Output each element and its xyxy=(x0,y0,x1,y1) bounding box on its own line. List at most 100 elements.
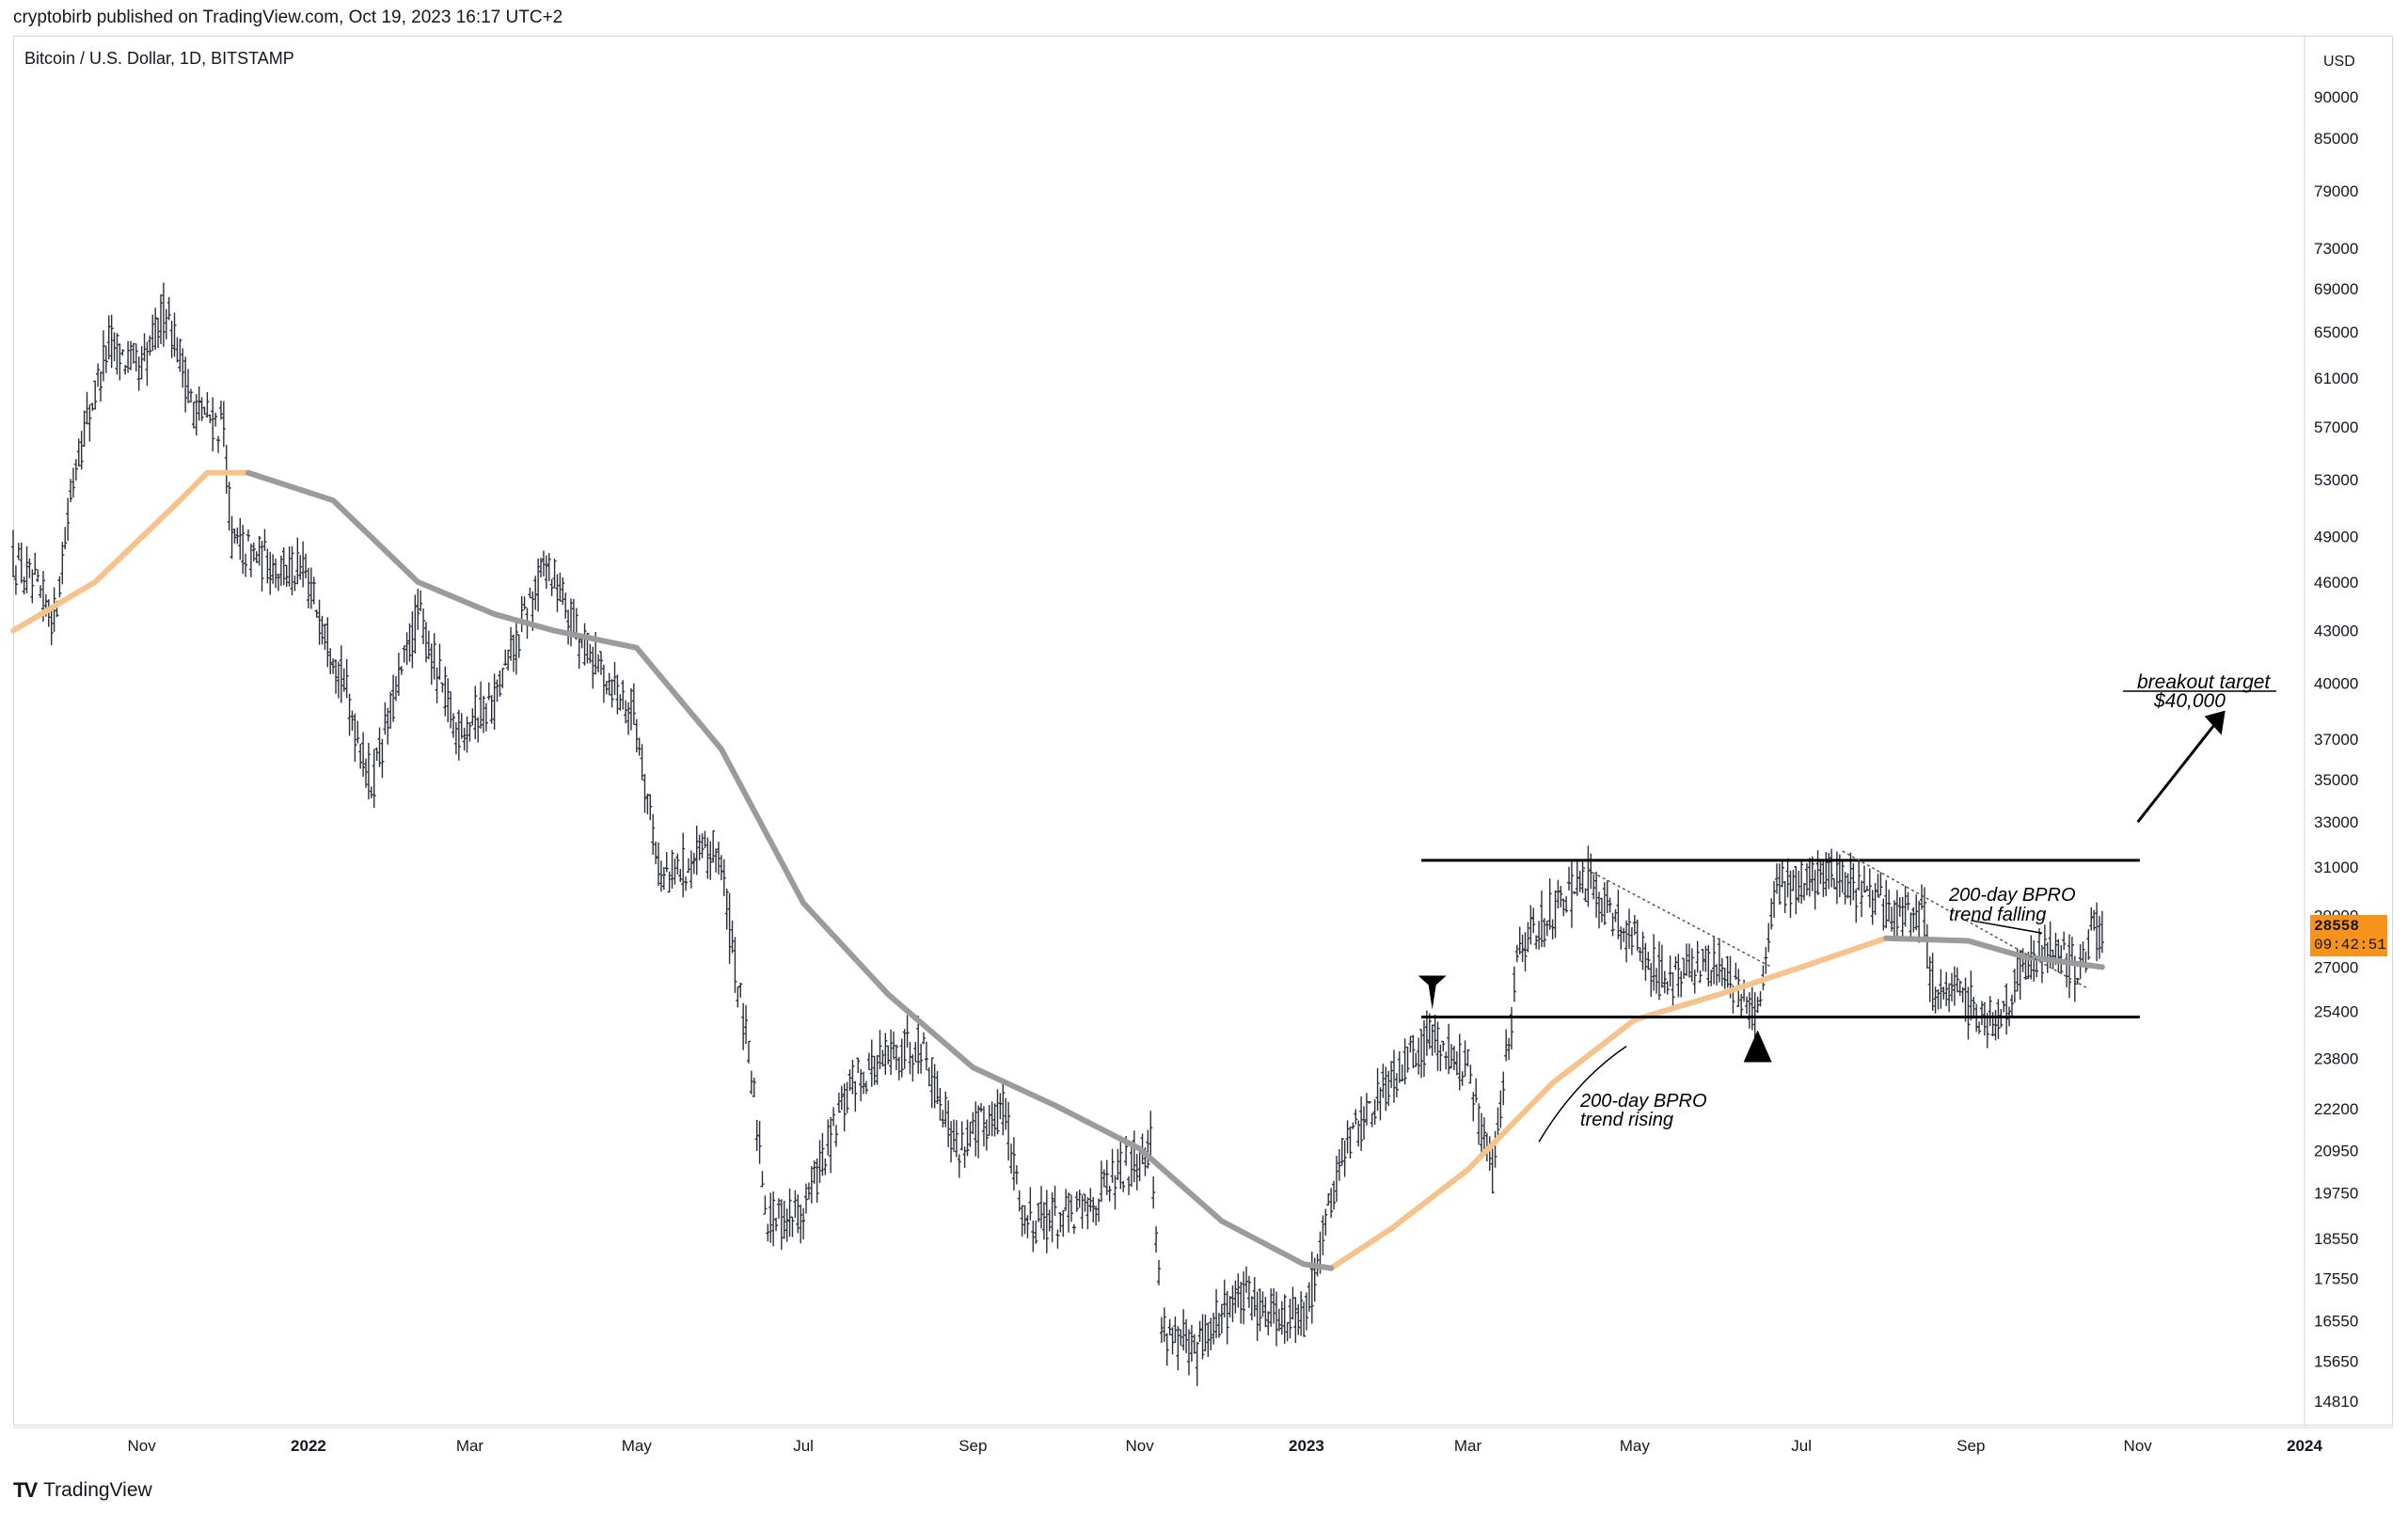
ohlc-bar xyxy=(555,574,560,612)
ohlc-bar xyxy=(664,852,669,873)
up-arrow-icon xyxy=(1743,1030,1772,1063)
ohlc-bar xyxy=(2099,910,2104,954)
bpro-falling-label: trend falling xyxy=(1949,905,2046,925)
ohlc-bar xyxy=(1963,977,1968,1022)
ohlc-bar xyxy=(1028,1187,1033,1221)
ohlc-bar xyxy=(2042,924,2047,959)
ohlc-bar xyxy=(339,645,343,703)
ohlc-bar xyxy=(317,599,322,645)
ohlc-bar xyxy=(820,1132,825,1176)
ohlc-bar xyxy=(328,648,333,675)
ohlc-bar xyxy=(1022,1205,1027,1235)
ohlc-bar xyxy=(1818,859,1823,885)
ohlc-bar xyxy=(1861,865,1866,893)
ohlc-bar xyxy=(483,702,488,732)
ohlc-bar xyxy=(1569,861,1574,928)
ohlc-bar xyxy=(1077,1190,1082,1208)
ohlc-bar xyxy=(241,525,246,575)
ohlc-bar xyxy=(1509,1006,1513,1050)
ohlc-bar xyxy=(46,599,51,627)
ohlc-bar xyxy=(1613,908,1618,923)
ohlc-bar xyxy=(1930,953,1935,1011)
time-tick-label: Nov xyxy=(2124,1437,2153,1455)
ohlc-bar xyxy=(1890,907,1894,932)
ohlc-bar xyxy=(224,444,229,494)
ohlc-bar xyxy=(284,564,289,588)
ohlc-bar xyxy=(528,587,532,599)
ohlc-bar xyxy=(1001,1080,1006,1136)
ohlc-bar xyxy=(1575,861,1579,896)
ohlc-bar xyxy=(426,630,431,660)
price-tick-label: 40000 xyxy=(2314,674,2358,692)
ohlc-bar xyxy=(79,431,84,470)
ohlc-bar xyxy=(1671,971,1675,1008)
ohlc-bar xyxy=(1009,1143,1014,1174)
ohlc-bar xyxy=(112,332,117,362)
ohlc-bar xyxy=(1364,1093,1369,1126)
ohlc-bar xyxy=(331,658,336,674)
ohlc-bar xyxy=(1952,966,1956,1006)
ohlc-bar xyxy=(1561,898,1566,917)
ohlc-bar xyxy=(87,404,92,442)
ohlc-bar xyxy=(541,550,546,576)
ohlc-bar xyxy=(1794,865,1798,915)
ohlc-bar xyxy=(178,339,182,372)
ohlc-bar xyxy=(1777,863,1782,906)
ohlc-bar xyxy=(257,535,261,566)
time-tick-label: Nov xyxy=(1126,1437,1155,1455)
ohlc-bar xyxy=(1375,1067,1380,1112)
ohlc-bar xyxy=(637,737,642,756)
ohlc-bar xyxy=(1044,1190,1049,1254)
ohlc-bar xyxy=(19,542,24,584)
ohlc-bar xyxy=(1071,1223,1076,1235)
ohlc-bar xyxy=(1460,1071,1465,1086)
ohlc-bar xyxy=(979,1102,984,1112)
ohlc-bar xyxy=(416,589,420,630)
ohlc-bar xyxy=(423,622,428,663)
ohlc-bar xyxy=(1703,945,1708,972)
ohlc-bar xyxy=(1402,1038,1407,1085)
ohlc-bar xyxy=(1715,964,1719,986)
ohlc-bar xyxy=(1501,1071,1506,1106)
ohlc-bar xyxy=(1481,1117,1486,1154)
ohlc-bar xyxy=(1447,1023,1451,1075)
ohlc-bar xyxy=(1200,1314,1205,1360)
ohlc-bar xyxy=(1167,1318,1172,1336)
ohlc-bar xyxy=(1881,898,1886,931)
time-tick-label: Jul xyxy=(1791,1437,1812,1455)
descending-trendline xyxy=(1582,866,1772,969)
ohlc-bar xyxy=(1151,1175,1156,1209)
ohlc-bar xyxy=(784,1208,789,1242)
ohlc-bar xyxy=(2020,948,2025,972)
ohlc-bar xyxy=(1011,1137,1016,1191)
ohlc-bar xyxy=(1599,897,1604,923)
ohlc-bar xyxy=(489,695,494,724)
ohlc-bar xyxy=(410,611,415,669)
ohlc-bar xyxy=(1006,1102,1011,1161)
ohlc-bar xyxy=(905,1015,910,1049)
ohlc-bar xyxy=(1884,879,1889,929)
ohlc-bar xyxy=(793,1190,798,1218)
ohlc-bar xyxy=(1386,1070,1391,1107)
ohlc-bar xyxy=(1214,1288,1219,1338)
ohlc-bar xyxy=(604,681,609,695)
ohlc-bar xyxy=(1069,1194,1073,1222)
ohlc-bar xyxy=(856,1057,861,1074)
ohlc-bar xyxy=(1094,1206,1099,1226)
ohlc-bar xyxy=(1291,1286,1295,1320)
ohlc-bar xyxy=(33,552,38,576)
ohlc-bar xyxy=(139,345,144,380)
ohlc-bar xyxy=(730,920,735,954)
ohlc-bar xyxy=(2095,902,2099,962)
ohlc-bar xyxy=(943,1091,948,1128)
ohlc-bar xyxy=(1047,1209,1052,1232)
ohlc-bar xyxy=(1638,947,1642,961)
ohlc-bar xyxy=(1097,1198,1101,1222)
ohlc-bar xyxy=(1020,1205,1024,1237)
ohlc-bar xyxy=(1979,1001,1984,1026)
ohlc-bar xyxy=(103,345,108,373)
ohlc-bar xyxy=(804,1183,809,1214)
ohlc-bar xyxy=(1717,938,1721,983)
price-tick-label: 69000 xyxy=(2314,280,2358,298)
